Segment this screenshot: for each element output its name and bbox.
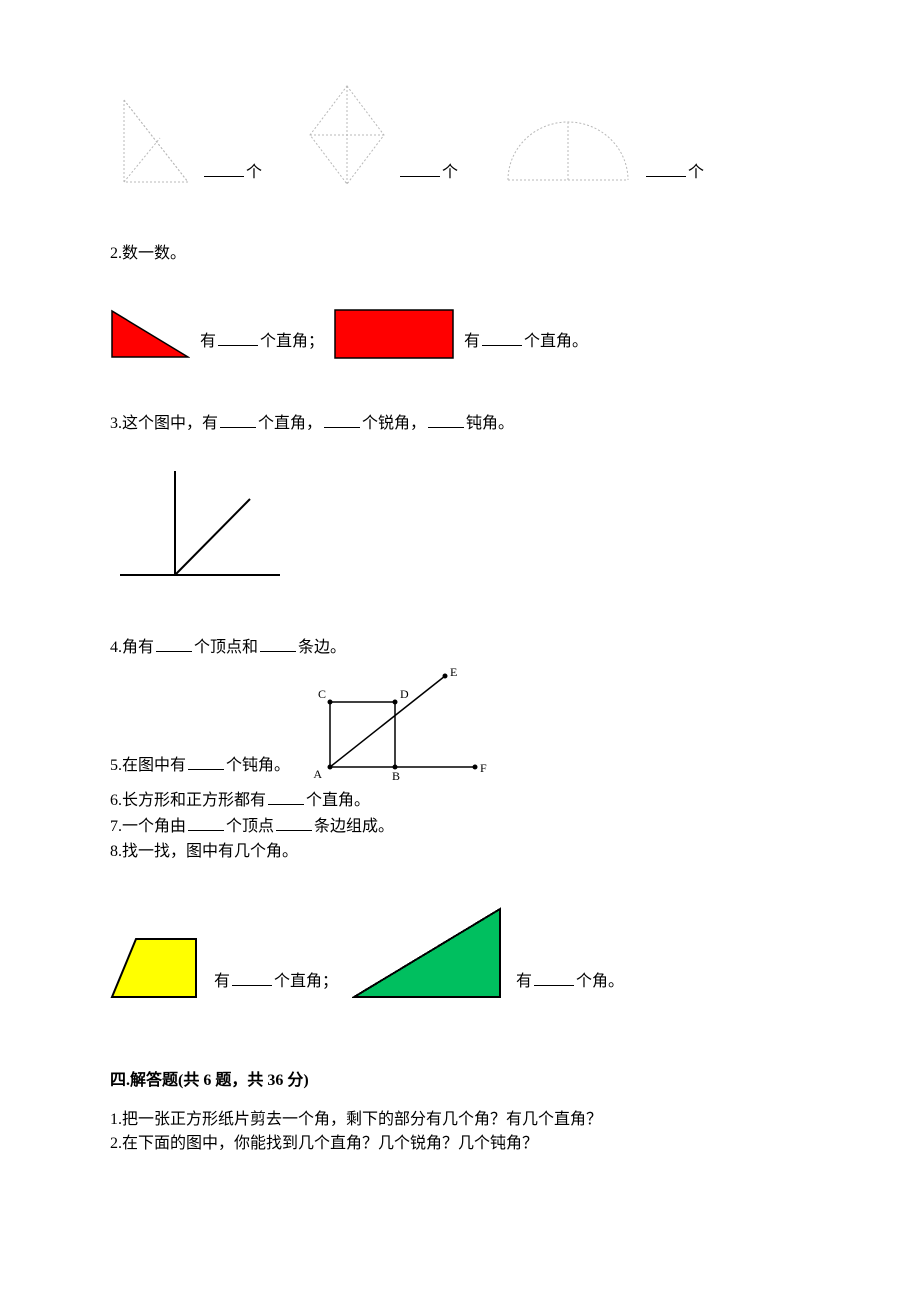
q1-unit-1: 个 [246, 164, 262, 181]
q3-blank2 [324, 413, 360, 428]
q3-blank1 [220, 413, 256, 428]
q8-prompt: 8.找一找，图中有几个角。 [110, 842, 810, 863]
q7-c: 条边组成。 [314, 818, 394, 835]
q5-fig: C D A B E F [300, 662, 490, 780]
q2-blank2 [482, 331, 522, 346]
q8-label2-suffix: 个角。 [576, 973, 624, 990]
q5-label-C: C [318, 687, 326, 701]
q4-blank1 [156, 637, 192, 652]
q3-blank3 [428, 413, 464, 428]
q8-label1-suffix: 个直角； [274, 973, 338, 990]
q1-fig3-label: 个 [644, 162, 704, 190]
q2-label1-prefix: 有 [200, 333, 216, 350]
q8-label1-prefix: 有 [214, 973, 230, 990]
q2-label2: 有 个直角。 [464, 331, 588, 359]
q4-blank2 [260, 637, 296, 652]
q1-fig2-blank [400, 162, 440, 177]
section4-q2: 2.在下面的图中，你能找到几个直角？几个锐角？几个钝角？ [110, 1134, 810, 1155]
q3-line: 3.这个图中，有 个直角， 个锐角， 钝角。 [110, 413, 810, 435]
q8-fig2 [352, 907, 502, 999]
q4-a: 4.角有 [110, 639, 154, 656]
q1-fig3 [498, 110, 638, 190]
q1-fig2 [302, 80, 392, 190]
section4-q1: 1.把一张正方形纸片剪去一个角，剩下的部分有几个角？有几个直角？ [110, 1110, 810, 1131]
q5-label-B: B [392, 769, 400, 780]
q1-fig3-group: 个 [498, 110, 704, 190]
q5-a: 5.在图中有 [110, 757, 186, 774]
q2-blank1 [218, 331, 258, 346]
q7-b: 个顶点 [226, 818, 274, 835]
q3-c: 个锐角， [362, 415, 426, 432]
q3-a: 3.这个图中，有 [110, 415, 218, 432]
q1-fig3-blank [646, 162, 686, 177]
q3-d: 钝角。 [466, 415, 514, 432]
q6-blank [268, 790, 304, 805]
q7-blank1 [188, 816, 224, 831]
q6-b: 个直角。 [306, 792, 370, 809]
q2-row: 有 个直角； 有 个直角。 [110, 309, 810, 359]
q3-fig [110, 463, 290, 593]
q8-blank2 [534, 971, 574, 986]
q5-row: 5.在图中有 个钝角。 C D A B E F [110, 662, 810, 780]
q5-line: 5.在图中有 个钝角。 [110, 755, 290, 781]
q1-fig2-group: 个 [302, 80, 458, 190]
q1-fig1 [110, 90, 196, 190]
q5-blank1 [188, 755, 224, 770]
q2-label1: 有 个直角； [200, 331, 324, 359]
q6-line: 6.长方形和正方形都有 个直角。 [110, 790, 810, 812]
q5-label-E: E [450, 665, 457, 679]
q2-label2-suffix: 个直角。 [524, 333, 588, 350]
q8-label2-prefix: 有 [516, 973, 532, 990]
q8-fig1 [110, 937, 200, 999]
q1-figures-row: 个 个 个 [110, 80, 810, 190]
q3-b: 个直角， [258, 415, 322, 432]
q5-b: 个钝角。 [226, 757, 290, 774]
q5-label-D: D [400, 687, 409, 701]
q5-label-F: F [480, 761, 487, 775]
q1-fig1-blank [204, 162, 244, 177]
q8-blank1 [232, 971, 272, 986]
q8-row: 有 个直角； 有 个角。 [110, 907, 810, 999]
q4-line: 4.角有 个顶点和 条边。 [110, 637, 810, 659]
q8-label2: 有 个角。 [516, 971, 624, 999]
q1-fig1-group: 个 [110, 90, 262, 190]
q7-a: 7.一个角由 [110, 818, 186, 835]
q5-label-A: A [313, 767, 322, 780]
q8-label1: 有 个直角； [214, 971, 338, 999]
q2-label1-suffix: 个直角； [260, 333, 324, 350]
q1-unit-3: 个 [688, 164, 704, 181]
q7-blank2 [276, 816, 312, 831]
section4-title: 四.解答题(共 6 题，共 36 分) [110, 1071, 810, 1092]
q7-line: 7.一个角由 个顶点 条边组成。 [110, 816, 810, 838]
q4-b: 个顶点和 [194, 639, 258, 656]
q6-a: 6.长方形和正方形都有 [110, 792, 266, 809]
q2-prompt: 2.数一数。 [110, 244, 810, 265]
q1-fig1-label: 个 [202, 162, 262, 190]
q2-fig1 [110, 309, 190, 359]
q2-label2-prefix: 有 [464, 333, 480, 350]
q1-unit-2: 个 [442, 164, 458, 181]
q4-c: 条边。 [298, 639, 346, 656]
q2-fig2 [334, 309, 454, 359]
q1-fig2-label: 个 [398, 162, 458, 190]
page: 个 个 个 2.数一数。 [0, 0, 920, 1199]
